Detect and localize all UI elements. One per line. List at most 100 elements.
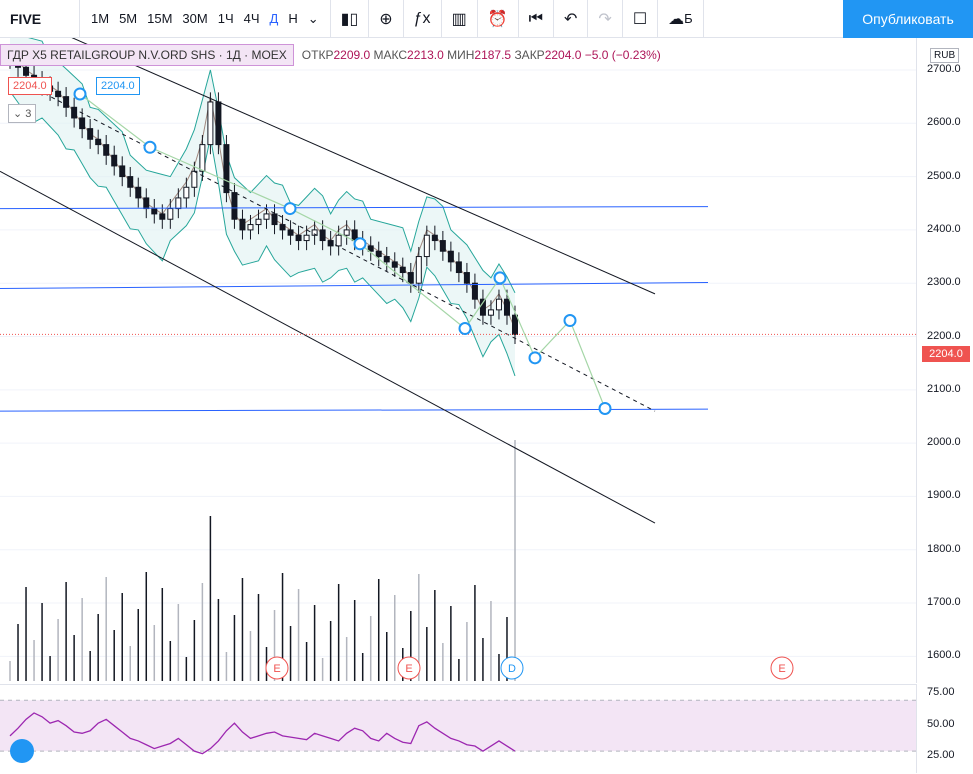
timeframe-more-icon[interactable]: ⌄ bbox=[307, 10, 319, 26]
candle bbox=[191, 170, 198, 188]
candle bbox=[423, 234, 430, 258]
undo-icon[interactable]: ↶ bbox=[554, 0, 589, 37]
rsi-tick: 25.00 bbox=[927, 749, 955, 762]
tradingview-logo-icon bbox=[10, 739, 34, 763]
symbol-search[interactable]: FIVE bbox=[0, 0, 80, 37]
redo-icon[interactable]: ↷ bbox=[588, 0, 623, 37]
close-label: ЗАКР bbox=[514, 48, 545, 62]
timeframe-7[interactable]: Н bbox=[288, 11, 298, 26]
candle bbox=[327, 240, 334, 247]
candle bbox=[183, 186, 190, 199]
bollinger-lower bbox=[9, 91, 516, 377]
timeframe-2[interactable]: 15М bbox=[147, 11, 173, 26]
timeframe-bar: 1М 5М 15М 30М 1Ч 4Ч Д Н ⌄ bbox=[80, 0, 331, 37]
rsi-tick: 50.00 bbox=[927, 717, 955, 730]
cloud-icon[interactable]: ☁ Б bbox=[658, 0, 704, 37]
fullscreen-icon[interactable]: ☐ bbox=[623, 0, 659, 37]
timeframe-3[interactable]: 30М bbox=[182, 11, 208, 26]
event-marker: D bbox=[500, 656, 524, 680]
candle bbox=[63, 96, 70, 108]
open-value: 2209.0 bbox=[333, 48, 371, 62]
event-marker: E bbox=[265, 656, 289, 680]
candle bbox=[463, 272, 470, 284]
candle bbox=[55, 90, 62, 98]
count-value: 3 bbox=[25, 108, 32, 120]
templates-icon[interactable]: ▥ bbox=[442, 0, 478, 37]
replay-icon[interactable]: ⏮ bbox=[519, 0, 555, 37]
rsi-axis[interactable]: 25.00 50.00 75.00 bbox=[916, 684, 973, 773]
high-value: 2213.0 bbox=[407, 48, 444, 62]
candle bbox=[319, 229, 326, 242]
price-tick: 2200.0 bbox=[927, 329, 961, 342]
currency-badge[interactable]: RUB bbox=[930, 48, 960, 63]
timeframe-6[interactable]: Д bbox=[269, 11, 279, 26]
projection-point bbox=[458, 322, 472, 336]
timeframe-4[interactable]: 1Ч bbox=[217, 11, 234, 26]
trend-line-lower bbox=[0, 170, 656, 524]
chart-legend: ГДР X5 RETAILGROUP N.V.ORD SHS · 1Д · MO… bbox=[0, 42, 661, 68]
high-label: МАКС bbox=[373, 48, 408, 62]
price-tick: 2000.0 bbox=[927, 436, 961, 449]
projection-point bbox=[563, 314, 577, 328]
candle bbox=[335, 234, 342, 247]
alert-icon[interactable]: ⏰ bbox=[478, 0, 519, 37]
candle bbox=[415, 256, 422, 284]
candle bbox=[391, 261, 398, 268]
projection-point bbox=[283, 202, 297, 216]
timeframe-0[interactable]: 1М bbox=[91, 11, 110, 26]
change-value: −5.0 (−0.23%) bbox=[584, 48, 661, 62]
price-tick: 2300.0 bbox=[927, 276, 961, 289]
projection-point bbox=[493, 271, 507, 285]
open-label: ОТКР bbox=[301, 48, 334, 62]
candle bbox=[471, 282, 478, 300]
candle bbox=[487, 309, 494, 316]
candle bbox=[495, 298, 502, 311]
candle bbox=[119, 165, 126, 178]
trend-line-dashed bbox=[29, 85, 656, 412]
event-circle bbox=[500, 656, 524, 680]
cloud-label: Б bbox=[684, 11, 693, 26]
timeframe-1[interactable]: 5М bbox=[119, 11, 138, 26]
rsi-pane[interactable] bbox=[0, 684, 916, 774]
ohlc-values: ОТКР2209.0 МАКС2213.0 МИН2187.5 ЗАКР2204… bbox=[294, 48, 661, 62]
candle bbox=[215, 101, 222, 146]
price-tick: 2100.0 bbox=[927, 382, 961, 395]
candle bbox=[103, 144, 110, 156]
projection-point bbox=[73, 87, 87, 101]
indicators-icon[interactable]: ƒx bbox=[404, 0, 442, 37]
horizontal-level bbox=[0, 206, 709, 210]
candle bbox=[343, 229, 350, 236]
candle bbox=[367, 245, 374, 252]
candle bbox=[87, 128, 94, 140]
bollinger-fill bbox=[10, 38, 515, 376]
collapse-count[interactable]: ⌄ 3 bbox=[8, 104, 37, 123]
legend-title[interactable]: ГДР X5 RETAILGROUP N.V.ORD SHS · 1Д · MO… bbox=[0, 44, 294, 66]
bollinger-basis bbox=[9, 53, 516, 330]
candle bbox=[383, 256, 390, 263]
rsi-band bbox=[0, 700, 916, 752]
event-marker: E bbox=[770, 656, 794, 680]
candle bbox=[287, 229, 294, 236]
low-label: МИН bbox=[447, 48, 475, 62]
timeframe-5[interactable]: 4Ч bbox=[243, 11, 260, 26]
price-tick: 1900.0 bbox=[927, 489, 961, 502]
candle bbox=[431, 234, 438, 242]
chart-type-icon[interactable]: ▮▯ bbox=[331, 0, 370, 37]
event-label: E bbox=[778, 663, 785, 675]
publish-button[interactable]: Опубликовать bbox=[843, 0, 973, 38]
candle bbox=[399, 266, 406, 274]
candle bbox=[167, 208, 174, 220]
price-tick: 1600.0 bbox=[927, 649, 961, 662]
projection-point bbox=[598, 401, 612, 415]
candle bbox=[407, 272, 414, 284]
left-price-badge-2: 2204.0 bbox=[96, 77, 140, 95]
horizontal-level bbox=[0, 282, 709, 290]
price-tick: 2700.0 bbox=[927, 62, 961, 75]
event-circle bbox=[265, 656, 289, 680]
candle bbox=[455, 261, 462, 274]
candle bbox=[255, 218, 262, 226]
compare-add-icon[interactable]: ⊕ bbox=[369, 0, 404, 37]
rsi-tick: 75.00 bbox=[927, 685, 955, 698]
projection-point bbox=[353, 237, 367, 251]
